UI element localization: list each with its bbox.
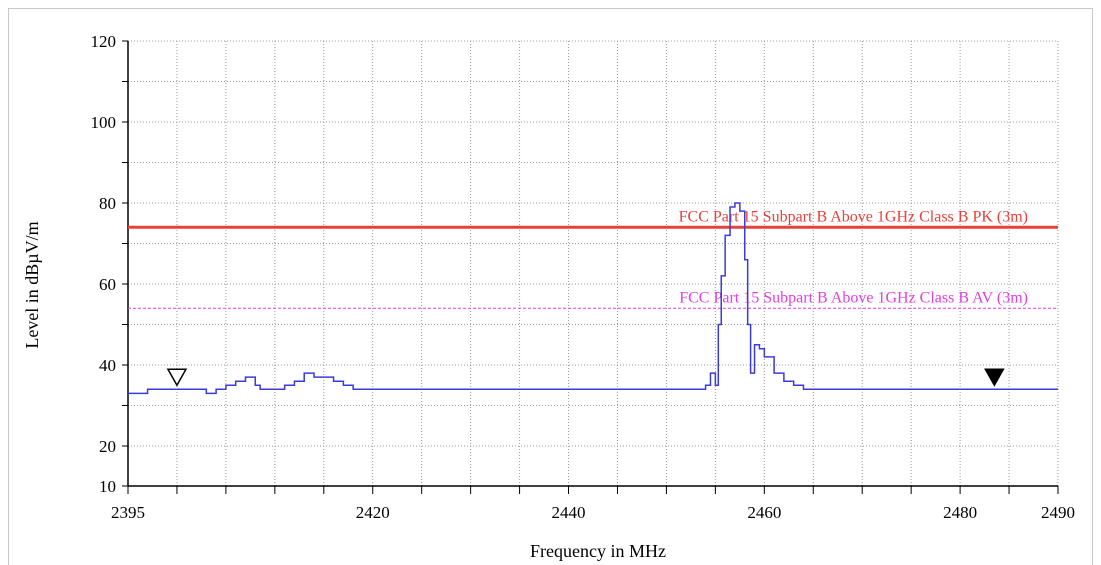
- x-tick-label: 2480: [943, 503, 977, 522]
- axes: [127, 41, 1058, 487]
- y-tick-label: 60: [99, 275, 116, 294]
- marker-2: [984, 368, 1005, 387]
- y-tick-label: 10: [99, 477, 116, 496]
- markers-group: [166, 368, 1005, 387]
- chart-frame: [8, 8, 1093, 565]
- y-tick-label: 40: [99, 356, 116, 375]
- x-tick-label: 2420: [356, 503, 390, 522]
- av-limit-label: FCC Part 15 Subpart B Above 1GHz Class B…: [679, 289, 1028, 306]
- grid: [127, 40, 1059, 486]
- x-axis-title: Frequency in MHz: [530, 541, 666, 561]
- x-tick-label: 2490: [1041, 503, 1075, 522]
- y-tick-label: 80: [99, 194, 116, 213]
- x-tick-label: 2395: [111, 503, 145, 522]
- marker-1: [166, 368, 188, 387]
- y-ticks: 10 20 40 60 80 100 120: [91, 32, 128, 496]
- x-tick-label: 2460: [747, 503, 781, 522]
- y-tick-label: 20: [99, 437, 116, 456]
- pk-limit-label: FCC Part 15 Subpart B Above 1GHz Class B…: [679, 208, 1028, 225]
- y-tick-label: 120: [91, 32, 117, 51]
- limit-lines: FCC Part 15 Subpart B Above 1GHz Class B…: [128, 208, 1058, 309]
- x-ticks: 2395 2420 2440 2460 2480 2490: [111, 486, 1075, 522]
- y-tick-label: 100: [91, 113, 117, 132]
- x-tick-label: 2440: [552, 503, 586, 522]
- series-group: [128, 202, 1058, 395]
- trace-line: [128, 202, 1058, 395]
- y-axis-title: Level in dBµV/m: [22, 221, 42, 348]
